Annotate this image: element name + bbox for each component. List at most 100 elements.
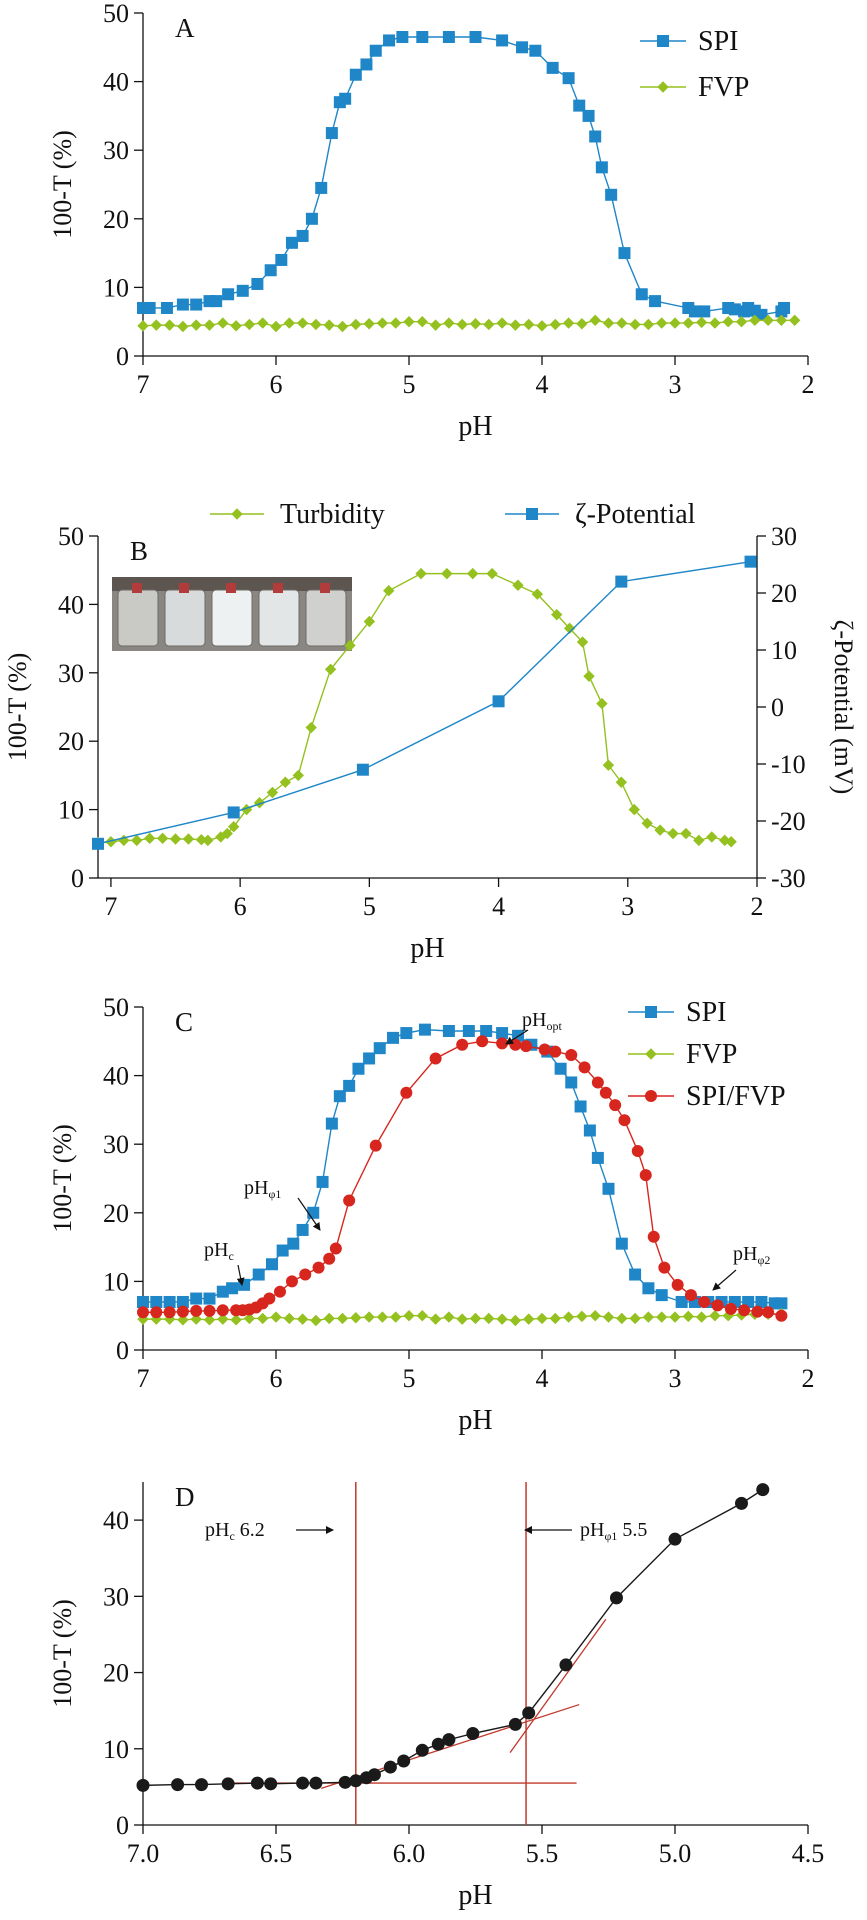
y-tick-label: 30 <box>58 659 84 688</box>
y2-tick-label: 30 <box>771 522 797 551</box>
data-point <box>538 1043 551 1056</box>
data-point <box>400 1086 413 1099</box>
svg-text:pHopt: pHopt <box>522 1009 562 1033</box>
data-point <box>509 1314 522 1327</box>
data-point <box>647 1230 660 1243</box>
data-point <box>329 1242 342 1255</box>
data-point <box>429 319 442 331</box>
data-point <box>336 320 349 333</box>
y-tick-label: 20 <box>103 1199 129 1228</box>
x-tick-label: 6 <box>234 892 247 921</box>
data-point <box>299 1268 312 1281</box>
data-point <box>431 1737 445 1751</box>
x-tick-label: 7 <box>137 370 150 399</box>
data-point <box>343 1079 356 1092</box>
y-axis-label: 100-T (%) <box>48 1124 77 1233</box>
data-point <box>591 1076 604 1089</box>
data-point <box>671 1278 684 1291</box>
y-axis-label: 100-T (%) <box>48 1599 77 1708</box>
x-tick-label: 3 <box>669 1364 682 1393</box>
chart-panel-d: 7.0 6.5 6.0 5.5 5.0 4.5 0 10 20 30 40 pH 100-T (%) Dp… <box>48 1482 824 1911</box>
data-point <box>492 695 505 708</box>
y-tick-label: 10 <box>103 1267 129 1296</box>
data-point <box>722 1310 734 1322</box>
data-point <box>195 833 208 846</box>
data-point <box>609 1591 623 1605</box>
data-point <box>236 284 249 297</box>
data-point <box>150 1295 163 1308</box>
data-point <box>574 1100 587 1113</box>
data-point <box>137 1306 149 1319</box>
data-point <box>243 318 256 331</box>
data-point <box>615 1237 628 1250</box>
data-point <box>310 318 322 331</box>
x-tick-label: 6 <box>270 1364 283 1393</box>
data-point <box>469 318 482 330</box>
data-point <box>536 1312 548 1325</box>
x-tick-label: 6.0 <box>393 1839 426 1868</box>
data-point <box>309 1776 323 1790</box>
svg-text:pHc 6.2: pHc 6.2 <box>205 1519 265 1543</box>
y-tick-label: 10 <box>103 273 129 302</box>
data-point <box>549 318 561 331</box>
data-point <box>315 181 328 194</box>
legend-item: SPI <box>628 997 726 1028</box>
data-point <box>202 834 214 847</box>
data-point <box>563 622 576 635</box>
data-point <box>176 1295 189 1308</box>
data-point <box>238 1278 251 1291</box>
data-point <box>789 314 801 327</box>
axes-frame <box>142 13 808 357</box>
data-point <box>755 1295 768 1308</box>
data-point <box>177 320 189 333</box>
data-point <box>150 319 162 331</box>
data-point <box>695 1311 708 1323</box>
data-point <box>655 1289 668 1302</box>
data-point <box>222 288 235 301</box>
data-point <box>356 763 369 776</box>
x-tick-label: 4 <box>536 370 549 399</box>
y-tick-label: 0 <box>116 1811 129 1840</box>
data-point <box>221 827 233 840</box>
data-point <box>441 567 453 580</box>
data-point <box>190 1304 203 1317</box>
data-point <box>724 1302 737 1315</box>
data-point <box>279 776 292 788</box>
data-point <box>376 317 389 329</box>
data-point <box>190 1292 203 1305</box>
x-axis-label: pH <box>458 411 492 442</box>
data-point <box>642 318 655 331</box>
data-point <box>618 247 631 260</box>
data-point <box>728 303 741 316</box>
data-point <box>583 670 595 682</box>
data-point <box>176 298 189 311</box>
data-point <box>442 31 455 44</box>
x-tick-label: 4 <box>492 892 505 921</box>
data-point <box>480 1025 493 1038</box>
data-point <box>618 1114 631 1127</box>
data-point <box>639 1169 652 1182</box>
data-point <box>682 1310 694 1323</box>
data-point <box>698 305 711 318</box>
data-point <box>469 1312 482 1325</box>
annotation-ph-φ1: pHφ1 <box>244 1177 321 1231</box>
data-point <box>92 837 104 850</box>
y-axis-label: 100-T (%) <box>3 653 32 762</box>
legend-item: SPI <box>640 26 738 57</box>
y2-tick-label: 10 <box>771 636 797 665</box>
data-point <box>778 301 791 314</box>
y-tick-label: 40 <box>103 68 129 97</box>
legend-item: ζ-Potential <box>505 499 696 530</box>
x-tick-label: 2 <box>802 370 815 399</box>
legend-marker <box>231 508 243 520</box>
data-point <box>467 567 479 580</box>
data-point <box>418 1023 431 1036</box>
data-point <box>343 1194 356 1207</box>
svg-text:pHφ2: pHφ2 <box>733 1243 770 1267</box>
data-point <box>176 1305 189 1318</box>
data-point <box>383 1760 397 1774</box>
annotation-phphi1: pHφ1 5.5 <box>524 1519 647 1543</box>
data-point <box>688 305 701 318</box>
data-point <box>529 44 542 57</box>
data-point <box>216 1285 229 1298</box>
